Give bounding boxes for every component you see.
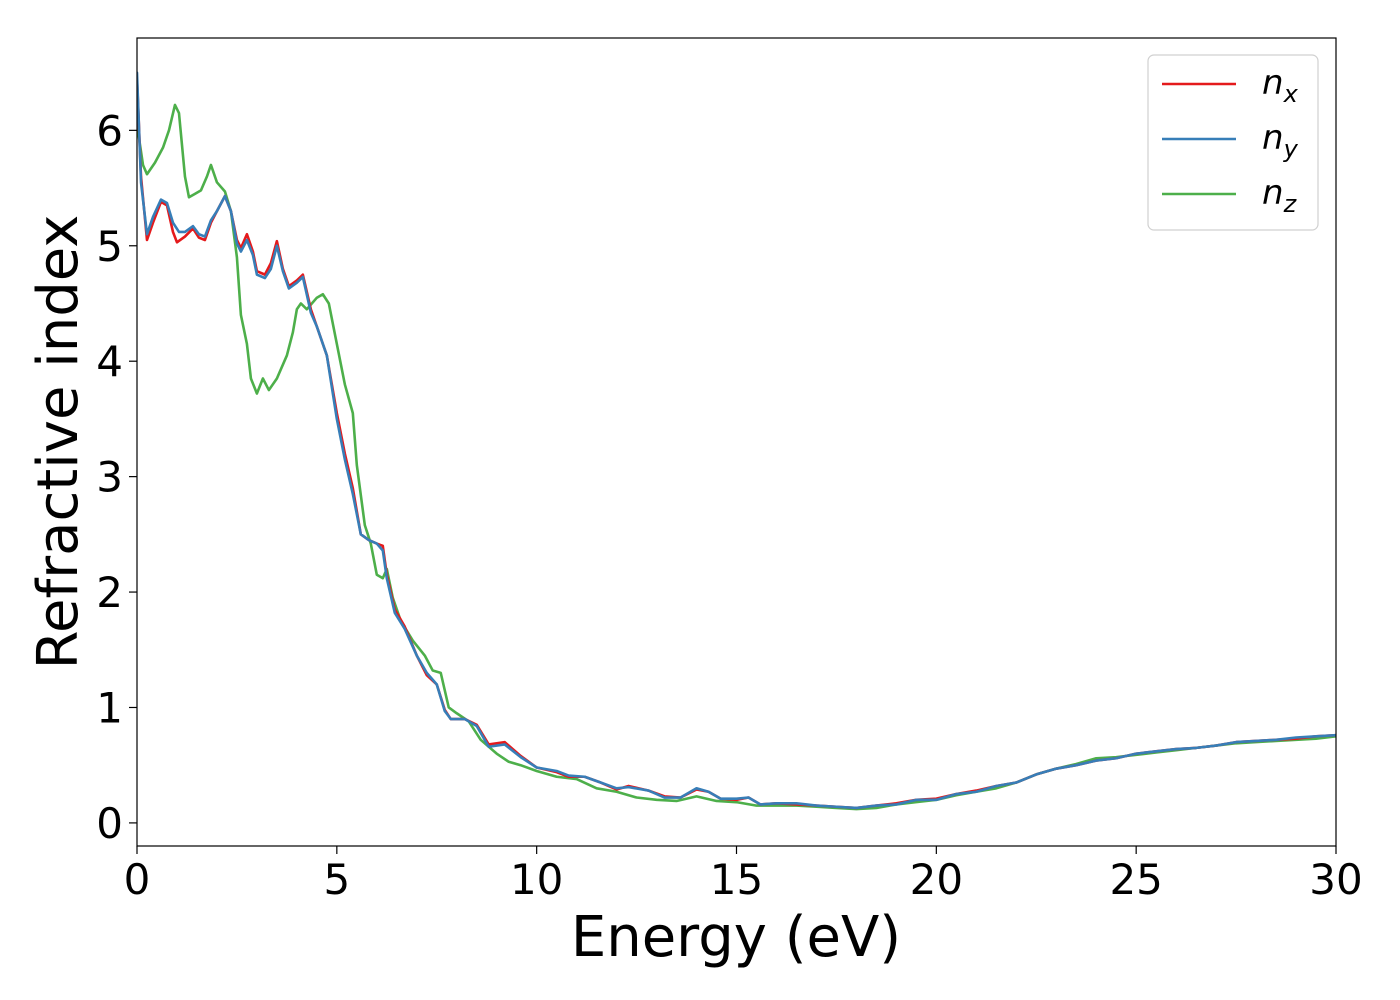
legend-label-nx: nx xyxy=(1262,63,1299,108)
x-axis-label: Energy (eV) xyxy=(571,905,901,970)
y-tick-label: 2 xyxy=(96,568,123,617)
legend-label-nz: nz xyxy=(1262,173,1298,218)
x-tick-label: 10 xyxy=(510,855,563,904)
y-tick-label: 3 xyxy=(96,453,123,502)
legend-label-main: n xyxy=(1262,173,1284,213)
legend-label-subscript: z xyxy=(1283,190,1298,218)
y-tick-label: 6 xyxy=(96,106,123,155)
series-line-ny xyxy=(137,71,1336,810)
y-axis-ticks: 0 1 2 3 4 5 6 xyxy=(96,106,137,848)
legend-box xyxy=(1147,54,1319,231)
x-axis-ticks: 0 5 10 15 20 25 30 xyxy=(124,846,1363,904)
x-tick-label: 20 xyxy=(910,855,963,904)
legend-label-main: n xyxy=(1262,118,1284,158)
series-layer xyxy=(137,71,1336,811)
legend-label-ny: ny xyxy=(1262,118,1299,163)
y-tick-label: 4 xyxy=(96,337,123,386)
y-tick-label: 0 xyxy=(96,799,123,848)
x-tick-label: 0 xyxy=(124,855,151,904)
x-tick-label: 25 xyxy=(1109,855,1162,904)
plot-area xyxy=(137,71,1336,811)
x-tick-label: 15 xyxy=(710,855,763,904)
x-tick-label: 30 xyxy=(1309,855,1362,904)
legend-label-subscript: y xyxy=(1283,135,1299,163)
y-tick-label: 5 xyxy=(96,222,123,271)
legend-label-subscript: x xyxy=(1283,80,1299,108)
y-axis-label: Refractive index xyxy=(26,215,91,670)
y-tick-label: 1 xyxy=(96,683,123,732)
x-tick-label: 5 xyxy=(323,855,350,904)
legend-label-main: n xyxy=(1262,63,1284,103)
